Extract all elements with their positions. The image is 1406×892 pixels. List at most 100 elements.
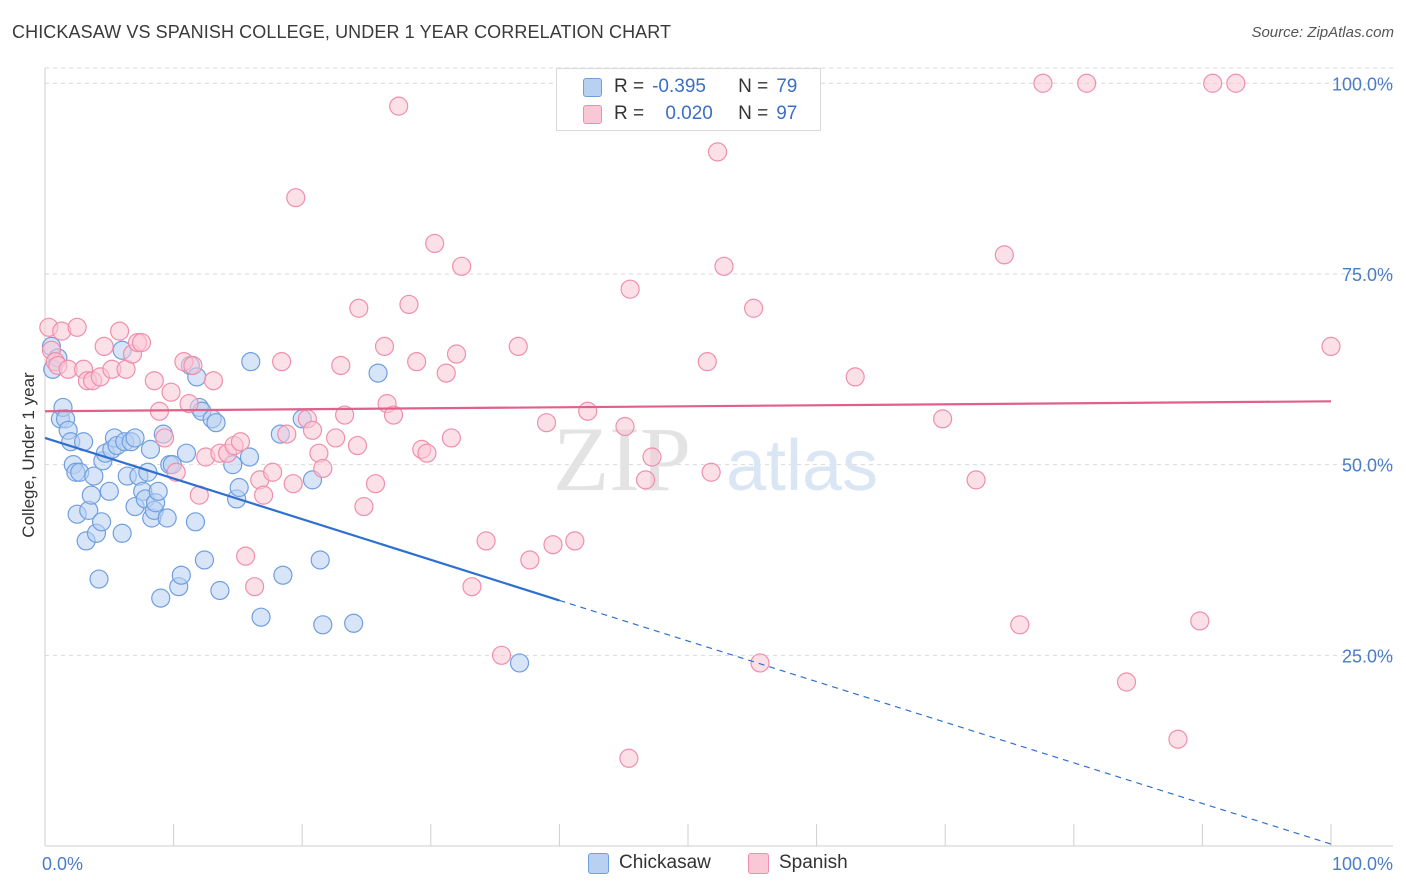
spanish-point bbox=[277, 424, 297, 444]
chickasaw-point bbox=[151, 588, 171, 608]
spanish-point bbox=[154, 428, 175, 448]
chickasaw-point bbox=[185, 512, 206, 532]
legend-n-value: 97 bbox=[776, 103, 798, 124]
chickasaw-point bbox=[99, 481, 119, 501]
bottom-legend-chickasaw[interactable]: Chickasaw bbox=[588, 852, 711, 874]
spanish-point bbox=[578, 401, 598, 421]
spanish-point bbox=[166, 462, 186, 482]
trend-lines bbox=[44, 400, 1332, 845]
chickasaw-point bbox=[89, 569, 109, 589]
legend-r-value: -0.395 bbox=[652, 76, 706, 97]
spanish-point bbox=[283, 474, 303, 494]
spanish-point bbox=[436, 363, 456, 383]
chickasaw-point bbox=[210, 580, 230, 601]
spanish-point bbox=[1033, 73, 1053, 93]
x-tick-label: 0.0% bbox=[42, 854, 83, 874]
chickasaw-point bbox=[273, 565, 293, 585]
chickasaw-point bbox=[251, 607, 271, 627]
bottom-legend-label: Chickasaw bbox=[619, 852, 711, 873]
chickasaw-point bbox=[344, 613, 364, 633]
chickasaw-trend-line bbox=[44, 436, 560, 602]
legend-n-label: N = bbox=[738, 76, 769, 97]
spanish-point bbox=[286, 188, 306, 208]
spanish-swatch bbox=[748, 852, 769, 874]
chickasaw-swatch bbox=[583, 77, 602, 97]
chickasaw-point bbox=[81, 485, 101, 505]
spanish-point bbox=[845, 367, 865, 387]
chickasaw-point bbox=[368, 363, 388, 383]
spanish-point bbox=[354, 496, 374, 517]
spanish-point bbox=[565, 531, 585, 551]
spanish-point bbox=[326, 428, 346, 448]
chickasaw-point bbox=[148, 481, 168, 501]
correlation-legend: R = -0.395 N = 79 R = 0.020 N = 97 bbox=[556, 68, 821, 131]
spanish-point bbox=[543, 535, 563, 555]
spanish-point bbox=[313, 458, 333, 479]
legend-n-label: N = bbox=[738, 103, 769, 124]
chickasaw-point bbox=[125, 428, 145, 448]
axes bbox=[44, 68, 1393, 847]
spanish-point bbox=[1168, 729, 1188, 749]
spanish-point bbox=[254, 485, 274, 505]
spanish-point bbox=[335, 405, 355, 425]
spanish-point bbox=[383, 405, 404, 425]
spanish-point bbox=[966, 470, 986, 490]
chickasaw-point bbox=[176, 443, 197, 463]
spanish-point bbox=[365, 474, 386, 494]
data-points bbox=[39, 73, 1341, 768]
spanish-point bbox=[1077, 73, 1097, 93]
legend-n-value: 79 bbox=[776, 76, 798, 97]
watermark-atlas: atlas bbox=[726, 426, 878, 506]
chickasaw-point bbox=[509, 653, 530, 673]
y-tick-label: 100.0% bbox=[1332, 74, 1393, 94]
spanish-point bbox=[508, 336, 528, 357]
spanish-point bbox=[635, 470, 656, 490]
spanish-point bbox=[131, 332, 152, 353]
spanish-point bbox=[94, 336, 114, 357]
spanish-point bbox=[183, 355, 203, 376]
spanish-point bbox=[230, 432, 251, 452]
spanish-point bbox=[446, 344, 467, 364]
spanish-point bbox=[714, 256, 734, 276]
bottom-legend-label: Spanish bbox=[779, 852, 848, 873]
legend-r-label: R = bbox=[614, 103, 645, 124]
legend-row-spanish: R = 0.020 N = 97 bbox=[583, 102, 797, 126]
spanish-point bbox=[1321, 336, 1341, 357]
spanish-point bbox=[476, 531, 496, 551]
chickasaw-point bbox=[140, 439, 161, 459]
spanish-point bbox=[707, 142, 728, 162]
spanish-point bbox=[347, 435, 368, 456]
spanish-point bbox=[109, 321, 130, 341]
spanish-point bbox=[349, 298, 369, 318]
spanish-point bbox=[462, 577, 482, 597]
chickasaw-point bbox=[112, 523, 132, 543]
chickasaw-point bbox=[313, 615, 333, 635]
spanish-point bbox=[1010, 615, 1030, 635]
spanish-point bbox=[417, 443, 437, 463]
spanish-point bbox=[263, 462, 283, 482]
chickasaw-point bbox=[239, 447, 260, 467]
spanish-point bbox=[750, 653, 770, 673]
spanish-point bbox=[520, 550, 540, 570]
spanish-point bbox=[1116, 672, 1137, 692]
spanish-point bbox=[994, 245, 1014, 265]
spanish-point bbox=[302, 420, 323, 440]
bottom-legend-spanish[interactable]: Spanish bbox=[748, 852, 848, 874]
y-tick-label: 75.0% bbox=[1342, 265, 1393, 285]
spanish-point bbox=[743, 298, 764, 318]
spanish-point bbox=[389, 96, 409, 116]
chickasaw-trend-extension bbox=[559, 599, 1332, 845]
chickasaw-point bbox=[229, 477, 249, 498]
spanish-point bbox=[67, 317, 87, 337]
spanish-point bbox=[1226, 73, 1246, 93]
spanish-point bbox=[245, 577, 265, 597]
chickasaw-point bbox=[171, 565, 191, 585]
x-tick-labels: 0.0% 100.0% bbox=[42, 854, 1393, 874]
spanish-point bbox=[161, 382, 181, 402]
chickasaw-point bbox=[310, 550, 330, 570]
y-axis-title: College, Under 1 year bbox=[19, 372, 38, 538]
spanish-point bbox=[236, 546, 256, 566]
spanish-point bbox=[642, 447, 662, 467]
chickasaw-swatch bbox=[588, 852, 609, 874]
